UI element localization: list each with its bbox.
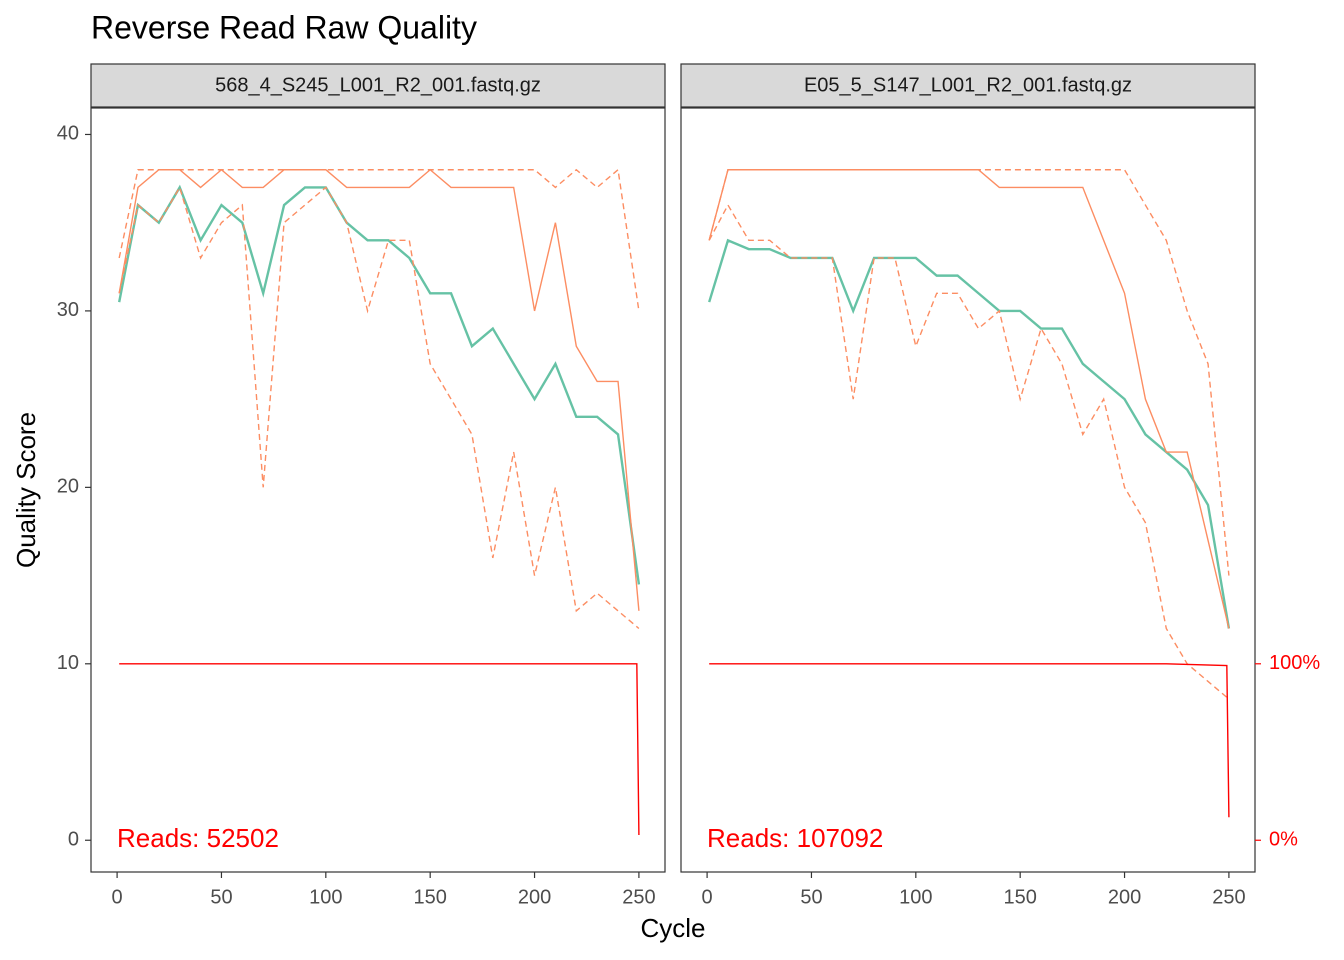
panel-border bbox=[90, 107, 666, 873]
x-tick-label: 50 bbox=[210, 886, 232, 908]
x-tick-label: 250 bbox=[622, 886, 655, 908]
quality-line bbox=[708, 238, 1231, 629]
x-tick-label: 150 bbox=[1003, 886, 1036, 908]
y-axis-label: Quality Score bbox=[11, 412, 41, 568]
y2-tick-label: 0% bbox=[1269, 829, 1298, 851]
x-tick-label: 200 bbox=[518, 886, 551, 908]
plot-area bbox=[708, 169, 1231, 818]
y-tick-label: 0 bbox=[68, 829, 79, 851]
facet-strip-label: E05_5_S147_L001_R2_001.fastq.gz bbox=[804, 74, 1132, 96]
x-tick-label: 100 bbox=[899, 886, 932, 908]
x-tick-label: 0 bbox=[702, 886, 713, 908]
read-count-line bbox=[709, 663, 1230, 818]
x-tick-label: 200 bbox=[1108, 886, 1141, 908]
x-axis-label: Cycle bbox=[640, 913, 705, 943]
facet-strip bbox=[680, 63, 1256, 108]
plot-area bbox=[117, 168, 641, 835]
x-tick-label: 100 bbox=[309, 886, 342, 908]
x-tick-label: 250 bbox=[1212, 886, 1245, 908]
quality-line bbox=[117, 184, 641, 585]
quality-line bbox=[708, 169, 1230, 576]
y2-tick-label: 100% bbox=[1269, 652, 1320, 674]
y-tick-label: 20 bbox=[57, 476, 79, 498]
reads-annotation: Reads: 107092 bbox=[707, 823, 883, 853]
x-tick-label: 50 bbox=[800, 886, 822, 908]
panel-border bbox=[680, 107, 1256, 873]
x-tick-label: 0 bbox=[112, 886, 123, 908]
quality-line bbox=[118, 168, 640, 312]
x-tick-label: 150 bbox=[413, 886, 446, 908]
quality-line bbox=[708, 169, 1230, 629]
reads-annotation: Reads: 52502 bbox=[117, 823, 279, 853]
y-tick-label: 10 bbox=[57, 652, 79, 674]
chart-title: Reverse Read Raw Quality bbox=[91, 9, 477, 45]
facet-strip-label: 568_4_S245_L001_R2_001.fastq.gz bbox=[215, 74, 541, 96]
read-count-line bbox=[119, 663, 640, 835]
y-tick-label: 30 bbox=[57, 299, 79, 321]
quality-line bbox=[118, 185, 640, 630]
quality-line bbox=[118, 168, 640, 611]
facet-strip bbox=[90, 63, 666, 108]
quality-line bbox=[708, 203, 1230, 700]
y-tick-label: 40 bbox=[57, 123, 79, 145]
